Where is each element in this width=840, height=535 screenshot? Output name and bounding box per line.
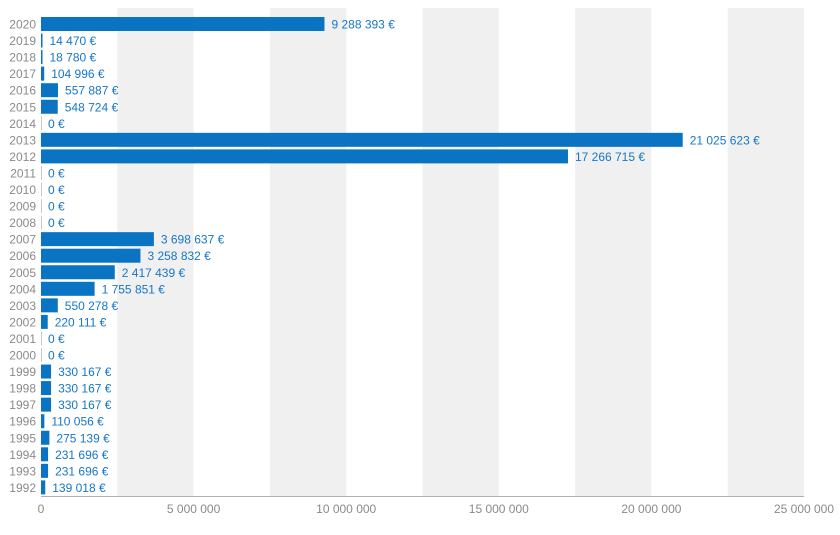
grid-band [422, 8, 499, 496]
y-tick-label: 2000 [9, 349, 36, 363]
x-tick-label: 20 000 000 [621, 502, 681, 516]
y-tick-label: 1994 [9, 448, 36, 462]
y-tick-label: 1993 [9, 464, 36, 478]
y-tick-label: 2013 [9, 133, 36, 147]
bar [41, 232, 154, 247]
data-label: 0 € [48, 332, 65, 346]
bar [41, 132, 683, 147]
bar [41, 298, 58, 313]
data-label: 220 111 € [55, 315, 107, 329]
bar [41, 364, 52, 379]
grid-bands [117, 8, 804, 496]
y-tick-label: 2008 [9, 216, 36, 230]
data-label: 275 139 € [56, 431, 110, 445]
bar [41, 430, 50, 445]
bar [41, 99, 58, 114]
bar [41, 265, 115, 280]
bar [41, 447, 49, 462]
y-tick-label: 2004 [9, 282, 36, 296]
grid-band [575, 8, 652, 496]
x-tick-label: 5 000 000 [167, 502, 221, 516]
y-tick-label: 2017 [9, 67, 36, 81]
grid-band [727, 8, 804, 496]
data-label: 104 996 € [51, 67, 105, 81]
data-label: 330 167 € [58, 382, 112, 396]
data-label: 14 470 € [50, 34, 97, 48]
x-tick-label: 10 000 000 [316, 502, 376, 516]
y-tick-label: 1996 [9, 415, 36, 429]
y-tick-label: 1998 [9, 382, 36, 396]
bar [41, 17, 325, 31]
x-axis: 0 5 000 000 10 000 000 15 000 000 20 000 000… [38, 496, 834, 516]
data-label: 0 € [48, 216, 65, 230]
bar [41, 33, 43, 48]
data-label: 3 698 637 € [161, 233, 225, 247]
data-label: 110 056 € [51, 415, 104, 429]
data-label: 548 724 € [65, 100, 119, 114]
data-label: 0 € [48, 200, 65, 214]
data-label: 0 € [48, 166, 65, 180]
x-tick-label: 25 000 000 [774, 502, 834, 516]
grid-band [269, 8, 347, 496]
y-tick-label: 2019 [9, 34, 36, 48]
bar [41, 463, 49, 478]
data-label: 557 887 € [65, 84, 119, 98]
data-label: 3 258 832 € [147, 249, 211, 263]
data-label: 21 025 623 € [690, 133, 760, 147]
data-label: 0 € [48, 349, 65, 363]
bar [41, 381, 52, 396]
bar [41, 281, 95, 296]
bar [41, 50, 43, 65]
data-label: 550 278 € [65, 299, 119, 313]
y-tick-label: 2015 [9, 100, 36, 114]
y-tick-label: 2014 [9, 117, 36, 131]
y-tick-label: 1995 [9, 431, 36, 445]
data-labels: 9 288 393 € 14 470 € 18 780 € 104 996 € 557 … [48, 18, 760, 495]
y-tick-label: 1997 [9, 398, 36, 412]
data-label: 9 288 393 € [331, 18, 395, 32]
data-label: 139 018 € [52, 481, 106, 495]
y-tick-label: 2020 [9, 18, 36, 32]
y-tick-label: 1999 [9, 365, 36, 379]
data-label: 2 417 439 € [122, 266, 186, 280]
bar [41, 414, 45, 429]
data-label: 0 € [48, 117, 65, 131]
bar [41, 397, 52, 412]
bar [41, 314, 48, 329]
data-label: 17 266 715 € [575, 150, 645, 164]
bar [41, 149, 568, 164]
y-tick-label: 2001 [9, 332, 36, 346]
bar [41, 83, 59, 98]
y-tick-label: 2011 [10, 166, 36, 180]
bar [41, 66, 45, 81]
y-tick-label: 2016 [9, 84, 36, 98]
y-tick-label: 2010 [9, 183, 36, 197]
data-label: 1 755 851 € [102, 282, 166, 296]
x-tick-label: 15 000 000 [469, 502, 529, 516]
y-tick-label: 2009 [9, 200, 36, 214]
data-label: 231 696 € [55, 464, 109, 478]
bar [41, 480, 46, 495]
y-tick-label: 2005 [9, 266, 36, 280]
data-label: 0 € [48, 183, 65, 197]
data-label: 330 167 € [58, 398, 112, 412]
y-tick-label: 2007 [9, 233, 36, 247]
data-label: 330 167 € [58, 365, 112, 379]
bars-group [41, 17, 683, 495]
y-tick-label: 1992 [9, 481, 36, 495]
y-tick-label: 2002 [9, 315, 36, 329]
x-tick-label: 0 [38, 502, 45, 516]
y-axis-labels: 2020 2019 2018 2017 2016 2015 2014 2013 2012 2011… [9, 18, 36, 495]
y-tick-label: 2012 [9, 150, 36, 164]
data-label: 231 696 € [55, 448, 109, 462]
y-tick-label: 2018 [9, 51, 36, 65]
data-label: 18 780 € [50, 51, 97, 65]
y-tick-label: 2003 [9, 299, 36, 313]
y-tick-label: 2006 [9, 249, 36, 263]
bar [41, 248, 141, 263]
